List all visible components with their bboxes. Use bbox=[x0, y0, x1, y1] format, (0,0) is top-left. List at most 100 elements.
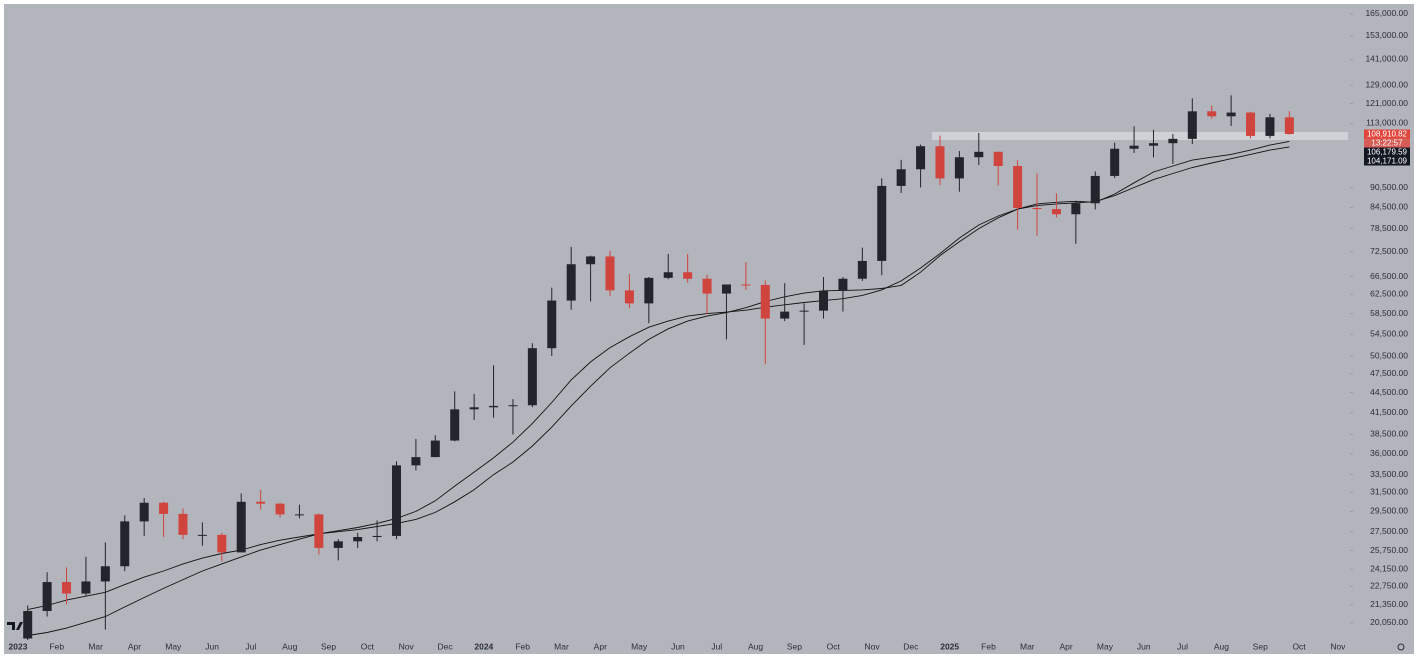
candle-body bbox=[644, 277, 654, 304]
x-tick-label: Mar bbox=[1020, 641, 1035, 651]
x-tick-label: Oct bbox=[827, 641, 841, 651]
x-tick-label: Jul bbox=[245, 641, 256, 651]
candle-body bbox=[877, 185, 887, 261]
x-tick-label: Sep bbox=[321, 641, 336, 651]
series-layer: 165,000.00 153,000.00 141,000.00 129,000.00… bbox=[9, 8, 1410, 651]
candle-body bbox=[683, 272, 693, 279]
price-label-box bbox=[1364, 129, 1410, 139]
candle-body bbox=[1187, 111, 1197, 139]
x-tick-label: Aug bbox=[748, 641, 763, 651]
x-tick-label: Dec bbox=[903, 641, 919, 651]
candle-body bbox=[547, 300, 557, 349]
settings-icon[interactable] bbox=[1397, 643, 1405, 651]
y-tick-label: 141,000.00 bbox=[1365, 54, 1408, 64]
candle-body bbox=[1148, 143, 1158, 146]
candle-body bbox=[586, 256, 596, 265]
candle-body bbox=[780, 311, 790, 319]
price-label: 108,910.82 bbox=[1367, 129, 1408, 138]
x-tick-label: Oct bbox=[1292, 641, 1306, 651]
candle-body bbox=[333, 541, 343, 548]
x-tick-label: Nov bbox=[1330, 641, 1346, 651]
candle-body bbox=[1071, 203, 1081, 215]
price-label-box bbox=[1364, 147, 1410, 157]
candle-body bbox=[896, 169, 906, 186]
x-tick-label: Apr bbox=[594, 641, 607, 651]
candle-body bbox=[1226, 112, 1236, 117]
candle-body bbox=[314, 514, 324, 548]
candle-body bbox=[469, 407, 479, 410]
candle-body bbox=[838, 278, 848, 291]
y-tick-label: 38,500.00 bbox=[1370, 429, 1408, 439]
y-tick-label: 44,500.00 bbox=[1370, 387, 1408, 397]
highlight-zone bbox=[932, 132, 1348, 140]
x-tick-label: May bbox=[165, 641, 182, 651]
x-tick-label: Jun bbox=[205, 641, 219, 651]
candle-body bbox=[1129, 145, 1139, 149]
candle-body bbox=[430, 440, 440, 458]
y-tick-label: 113,000.00 bbox=[1366, 118, 1408, 128]
y-tick-label: 27,500.00 bbox=[1370, 526, 1408, 536]
candle-body bbox=[916, 146, 926, 170]
candle-body bbox=[62, 582, 72, 594]
y-tick-label: 21,350.00 bbox=[1370, 599, 1408, 609]
candle-body bbox=[605, 256, 615, 291]
x-tick-label: Mar bbox=[88, 641, 103, 651]
candle-body bbox=[702, 278, 712, 294]
candle-body bbox=[624, 290, 634, 304]
candle-body bbox=[391, 465, 401, 536]
candle-body bbox=[450, 409, 460, 441]
y-tick-label: 47,500.00 bbox=[1370, 368, 1408, 378]
candle-body bbox=[663, 272, 673, 278]
candle-body bbox=[935, 146, 945, 179]
price-label: 104,171.09 bbox=[1367, 156, 1408, 165]
x-tick-label: Sep bbox=[787, 641, 802, 651]
candle-body bbox=[1168, 138, 1178, 144]
candle-body bbox=[1284, 117, 1294, 135]
x-tick-label: May bbox=[631, 641, 648, 651]
candle-body bbox=[760, 284, 770, 319]
y-tick-label: 72,500.00 bbox=[1370, 246, 1408, 256]
plot-background bbox=[4, 4, 1414, 654]
candle-body bbox=[100, 566, 110, 582]
y-tick-label: 50,500.00 bbox=[1370, 350, 1408, 360]
y-tick-label: 31,500.00 bbox=[1370, 487, 1408, 497]
x-tick-label: Aug bbox=[1214, 641, 1229, 651]
candle-body bbox=[178, 513, 188, 535]
candle-body bbox=[1265, 117, 1275, 136]
candle-body bbox=[236, 501, 246, 553]
candle-body bbox=[721, 284, 731, 294]
candle-body bbox=[489, 405, 499, 408]
y-tick-label: 58,500.00 bbox=[1370, 308, 1408, 318]
candle-body bbox=[974, 151, 984, 158]
candle-body bbox=[819, 290, 829, 311]
x-tick-label: Nov bbox=[399, 641, 415, 651]
candle-body bbox=[256, 501, 266, 504]
x-tick-label: Sep bbox=[1253, 641, 1268, 651]
candle-body bbox=[197, 534, 207, 536]
x-tick-label: Mar bbox=[554, 641, 569, 651]
candle-body bbox=[1032, 208, 1042, 210]
candle-body bbox=[159, 502, 169, 514]
x-tick-label: Feb bbox=[49, 641, 64, 651]
candle-body bbox=[294, 514, 304, 516]
x-tick-label: Apr bbox=[1060, 641, 1073, 651]
price-label-box bbox=[1364, 156, 1410, 166]
x-tick-label: 2023 bbox=[9, 641, 28, 651]
candle-body bbox=[1110, 148, 1120, 176]
y-tick-label: 153,000.00 bbox=[1365, 30, 1408, 40]
countdown-box bbox=[1364, 138, 1410, 148]
candle-body bbox=[566, 264, 576, 301]
x-tick-label: 2025 bbox=[940, 641, 959, 651]
candle-body bbox=[993, 151, 1003, 166]
logo bbox=[7, 622, 23, 630]
candle-body bbox=[372, 535, 382, 538]
candle-body bbox=[23, 610, 33, 639]
moving-average-line bbox=[27, 146, 1290, 636]
candle-body bbox=[1090, 175, 1100, 204]
y-tick-label: 41,500.00 bbox=[1370, 407, 1408, 417]
countdown-label: 13:22:57 bbox=[1371, 138, 1403, 147]
y-tick-label: 22,750.00 bbox=[1370, 581, 1408, 591]
candle-body bbox=[741, 284, 751, 286]
y-tick-label: 165,000.00 bbox=[1365, 8, 1408, 18]
